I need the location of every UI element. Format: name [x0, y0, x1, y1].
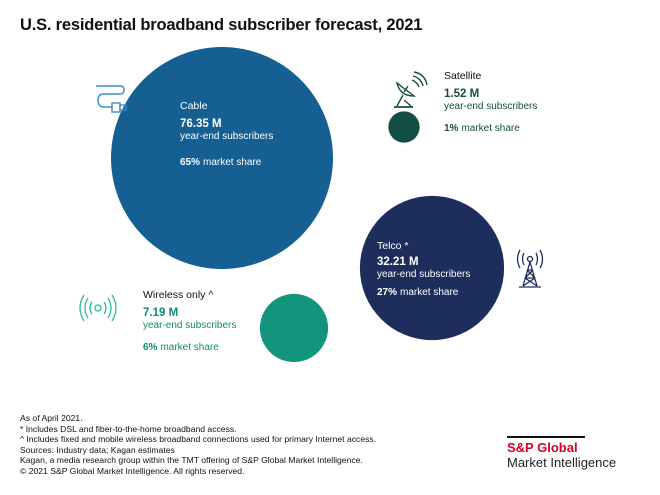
- note-line: * Includes DSL and fiber-to-the-home bro…: [20, 423, 237, 434]
- wireless-label: Wireless only ^ 7.19 M year-end subscrib…: [143, 289, 236, 354]
- cable-plug-icon: [96, 85, 127, 113]
- cable-label: Cable 76.35 M year-end subscribers 65% ma…: [180, 100, 273, 169]
- telco-value: 32.21 M: [377, 256, 419, 268]
- cable-subscriber-label: year-end subscribers: [180, 131, 274, 142]
- telco-label: Telco * 32.21 M year-end subscribers 27%…: [377, 240, 470, 299]
- wireless-value: 7.19 M: [143, 307, 179, 319]
- sp-global-logo: S&P Global Market Intelligence: [507, 436, 616, 471]
- logo-brand: S&P Global: [507, 440, 578, 455]
- logo-subtitle: Market Intelligence: [507, 455, 617, 470]
- note-line: As of April 2021.: [20, 413, 83, 423]
- chart-title: U.S. residential broadband subscriber fo…: [20, 16, 423, 34]
- logo-rule: [507, 436, 585, 438]
- satellite-dish-icon: [394, 71, 428, 108]
- bubble-wireless: [259, 293, 329, 363]
- bubble-telco: [359, 195, 505, 341]
- bubble-satellite: [388, 111, 420, 143]
- note-line: ^ Includes fixed and mobile wireless bro…: [20, 434, 377, 445]
- telco-name: Telco *: [377, 240, 409, 252]
- satellite-label: Satellite 1.52 M year-end subscribers 1%…: [444, 70, 537, 135]
- wireless-subscriber-label: year-end subscribers: [143, 320, 237, 331]
- satellite-value: 1.52 M: [444, 88, 480, 100]
- cell-tower-icon: [516, 249, 544, 288]
- satellite-share: 1% market share: [444, 123, 520, 134]
- cable-value: 76.35 M: [180, 118, 222, 130]
- wireless-share: 6% market share: [143, 342, 219, 353]
- note-line: Sources: Industry data; Kagan estimates: [20, 444, 175, 455]
- note-line: © 2021 S&P Global Market Intelligence. A…: [20, 465, 245, 476]
- telco-subscriber-label: year-end subscribers: [377, 269, 471, 280]
- telco-share: 27% market share: [377, 287, 459, 298]
- satellite-subscriber-label: year-end subscribers: [444, 101, 538, 112]
- wireless-signal-icon: [79, 294, 117, 322]
- footnotes: As of April 2021. * Includes DSL and fib…: [20, 413, 376, 477]
- satellite-name: Satellite: [444, 70, 482, 82]
- bubble-cable: [111, 47, 333, 269]
- note-line: Kagan, a media research group within the…: [20, 455, 363, 466]
- cable-share: 65% market share: [180, 157, 262, 168]
- wireless-name: Wireless only ^: [143, 289, 214, 301]
- cable-name: Cable: [180, 100, 208, 112]
